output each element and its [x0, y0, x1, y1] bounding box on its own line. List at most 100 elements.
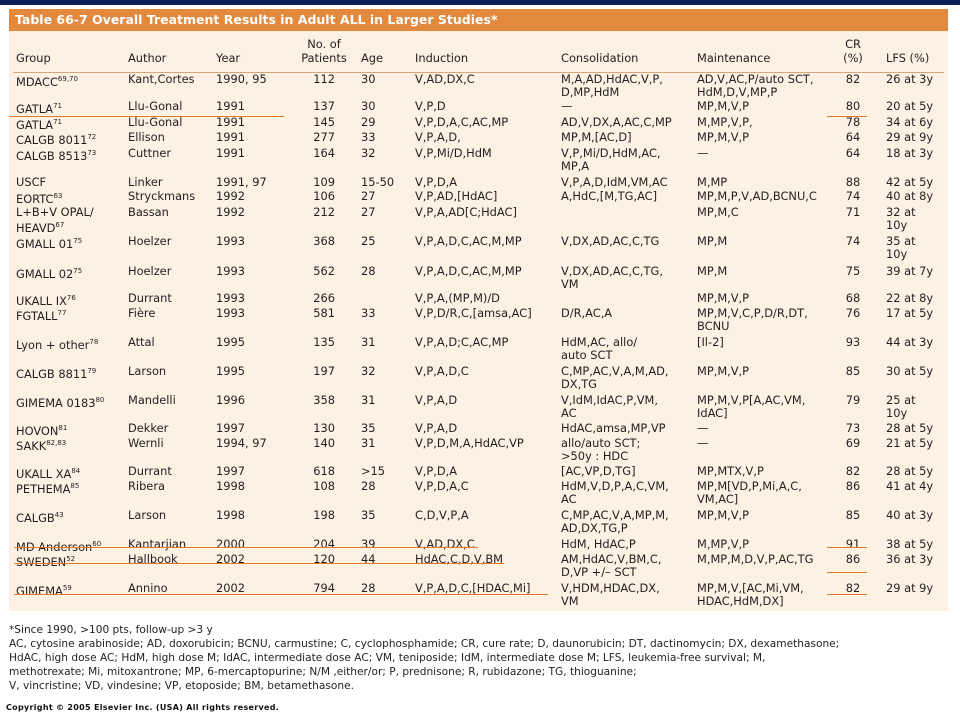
cell-cr: 73 [845, 421, 861, 435]
reference-superscript: 75 [73, 237, 83, 245]
cell-author: Larson [128, 364, 167, 378]
reference-superscript: 75 [73, 267, 83, 275]
cell-induction: V,P,A,D,C,AC,M,MP [415, 264, 522, 278]
reference-superscript: 71 [53, 118, 63, 126]
cell-maintenance: MP,M,V,C,P,D/R,DT, [697, 306, 808, 320]
cell-author: Hoelzer [128, 264, 172, 278]
cell-group: CALGB43 [16, 511, 64, 525]
header-divider [13, 72, 944, 73]
cell-cr: 76 [845, 306, 861, 320]
cell-author: Llu-Gonal [128, 115, 183, 129]
reference-superscript: 80 [95, 396, 105, 404]
cell-year: 1991 [216, 146, 245, 160]
cell-induction: V,P,A,AD[C;HdAC] [415, 205, 517, 219]
cell-cr: 85 [845, 508, 861, 522]
cell-author: Kantarjian [128, 537, 187, 551]
cell-consolidation: AC [561, 492, 577, 506]
cell-group: SAKK82,83 [16, 439, 67, 453]
cell-consolidation: V,DX,AD,AC,C,TG [561, 234, 660, 248]
header-patients-line2: Patients [301, 51, 347, 65]
cell-year: 1994, 97 [216, 436, 267, 450]
cell-author: Stryckmans [128, 189, 196, 203]
underline-gimema-cr [827, 594, 867, 596]
cell-patients: 198 [313, 508, 335, 522]
cell-group: GIMEMA59 [16, 584, 72, 598]
cell-group: CALGB 851373 [16, 149, 97, 163]
cell-lfs: 34 at 6y [886, 115, 934, 129]
cell-consolidation: V,P,A,D,IdM,VM,AC [561, 175, 668, 189]
cell-age: 28 [361, 581, 376, 595]
underline-mdanderson-cr [827, 547, 867, 549]
cell-induction: V,P,D/R,C,[amsa,AC] [415, 306, 532, 320]
cell-consolidation: V,DX,AD,AC,C,TG, [561, 264, 663, 278]
cell-cr: 68 [845, 291, 861, 305]
cell-patients: 130 [313, 421, 335, 435]
cell-induction: V,P,A,D,C,[HDAC,Mi] [415, 581, 531, 595]
cell-group: L+B+V OPAL/ [16, 205, 94, 219]
cell-cr: 71 [845, 205, 861, 219]
cell-induction: V,P,A,D;C,AC,MP [415, 335, 509, 349]
cell-year: 1993 [216, 291, 245, 305]
cell-group: HEAVD67 [16, 221, 65, 235]
cell-lfs: 39 at 7y [886, 264, 934, 278]
cell-year: 2000 [216, 537, 245, 551]
cell-induction: V,P,A,(MP,M)/D [415, 291, 500, 305]
cell-lfs: 40 at 3y [886, 508, 934, 522]
cell-year: 2002 [216, 552, 245, 566]
cell-year: 1990, 95 [216, 72, 267, 86]
cell-year: 1993 [216, 234, 245, 248]
cell-age: 31 [361, 335, 376, 349]
cell-consolidation: [AC,VP,D,TG] [561, 464, 636, 478]
cell-patients: 358 [313, 393, 335, 407]
reference-superscript: 77 [57, 309, 67, 317]
cell-consolidation: HdAC,amsa,MP,VP [561, 421, 666, 435]
cell-group: GMALL 0275 [16, 267, 83, 281]
reference-superscript: 81 [58, 424, 68, 432]
cell-group: FGTALL77 [16, 309, 67, 323]
reference-superscript: 84 [71, 467, 81, 475]
reference-superscript: 73 [87, 149, 97, 157]
cell-cr: 69 [845, 436, 861, 450]
cell-age: 32 [361, 146, 376, 160]
cell-cr: 86 [845, 479, 861, 493]
cell-author: Larson [128, 508, 167, 522]
cell-lfs: 17 at 5y [886, 306, 934, 320]
cell-lfs: 10y [886, 218, 908, 232]
cell-age: 15-50 [361, 175, 395, 189]
cell-author: Attal [128, 335, 155, 349]
cell-induction: V,P,A,D [415, 421, 458, 435]
reference-superscript: 43 [54, 511, 64, 519]
cell-maintenance: BCNU [697, 319, 730, 333]
cell-consolidation: VM [561, 594, 579, 608]
cell-cr: 74 [845, 234, 861, 248]
cell-consolidation: AC [561, 406, 577, 420]
cell-consolidation: M,A,AD,HdAC,V,P, [561, 72, 663, 86]
reference-superscript: 69,70 [57, 75, 78, 83]
cell-patients: 212 [313, 205, 335, 219]
header-patients-line1: No. of [307, 37, 341, 51]
cell-consolidation: V,IdM,IdAC,P,VM, [561, 393, 658, 407]
cell-age: 25 [361, 234, 376, 248]
cell-induction: V,P,D,M,A,HdAC,VP [415, 436, 524, 450]
footnote-line: AC, cytosine arabinoside; AD, doxorubici… [9, 638, 840, 650]
cell-author: Dekker [128, 421, 169, 435]
cell-induction: V,P,A,D,C [415, 364, 469, 378]
cell-maintenance: — [697, 421, 709, 435]
header-age: Age [361, 51, 384, 65]
header-cr-line2: (%) [843, 51, 863, 65]
cell-patients: 135 [313, 335, 335, 349]
cell-consolidation: V,HDM,HDAC,DX, [561, 581, 660, 595]
cell-consolidation: C,MP,AC,V,A,MP,M, [561, 508, 669, 522]
cell-maintenance: M,MP,V,P [697, 537, 750, 551]
reference-superscript: 76 [66, 294, 76, 302]
underline-gatla-group [9, 116, 284, 118]
cell-maintenance: M,MP,M,D,V,P,AC,TG [697, 552, 814, 566]
cell-maintenance: MP,MTX,V,P [697, 464, 764, 478]
cell-consolidation: HdM, HdAC,P [561, 537, 636, 551]
cell-year: 1997 [216, 421, 245, 435]
cell-consolidation: A,HdC,[M,TG,AC] [561, 189, 658, 203]
cell-lfs: 36 at 3y [886, 552, 934, 566]
header-cr-line1: CR [845, 37, 861, 51]
cell-maintenance: MP,M [697, 264, 728, 278]
cell-maintenance: IdAC] [697, 406, 728, 420]
